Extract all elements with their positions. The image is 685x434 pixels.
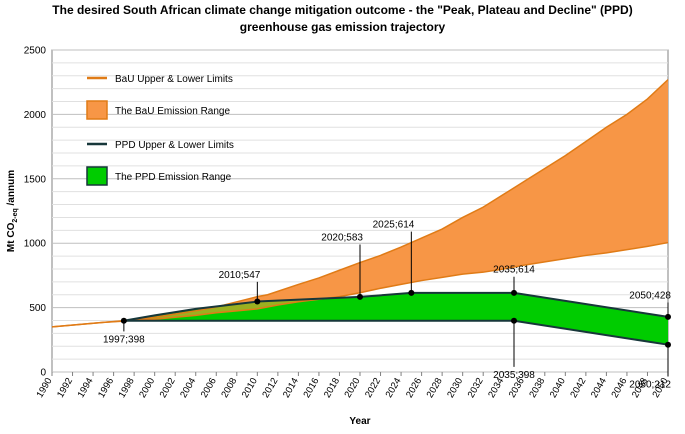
bau-range-area — [52, 79, 668, 327]
annotation-point — [254, 298, 261, 305]
annotation-label: 1997;398 — [103, 334, 145, 345]
x-tick-label: 2010 — [240, 376, 260, 400]
annotation-label: 2035;614 — [493, 265, 535, 276]
x-tick-label: 2008 — [219, 376, 239, 400]
annotation-point — [408, 289, 415, 296]
chart-title-line2: greenhouse gas emission trajectory — [239, 20, 446, 34]
legend-label: The BaU Emission Range — [115, 106, 230, 117]
ppd-range-area — [123, 292, 668, 345]
y-axis-label: Mt CO2-eq /annum — [6, 170, 19, 252]
x-tick-label: 2030 — [445, 376, 465, 400]
x-tick-label: 2026 — [404, 376, 424, 400]
annotation-label: 2050;212 — [629, 380, 671, 391]
y-tick-label: 1500 — [24, 174, 47, 185]
bau-upper-limit-line — [51, 79, 669, 328]
x-tick-label: 1992 — [55, 376, 75, 400]
y-tick-label: 2000 — [24, 110, 47, 121]
legend-label: The PPD Emission Range — [115, 172, 232, 183]
x-tick-label: 2020 — [343, 376, 363, 400]
legend: BaU Upper & Lower Limits The BaU Emission… — [86, 74, 234, 186]
x-tick-label: 1990 — [35, 376, 55, 400]
annotation-point — [511, 289, 517, 296]
x-axis-label: Year — [349, 416, 370, 427]
annotation-label: 2050;428 — [629, 290, 671, 301]
x-tick-label: 2012 — [260, 376, 280, 400]
bau-lower-limit-line — [51, 241, 669, 328]
x-tick-label: 2042 — [568, 376, 588, 400]
x-tick-label: 2022 — [363, 376, 383, 400]
x-tick-label: 1996 — [96, 376, 116, 400]
chart-title-line1: The desired South African climate change… — [52, 3, 633, 17]
x-tick-label: 1998 — [117, 376, 137, 400]
x-tick-label: 1994 — [76, 376, 96, 400]
x-tick-label: 2028 — [425, 376, 445, 400]
x-tick-label: 2032 — [466, 376, 486, 400]
annotation-point — [357, 293, 363, 300]
x-tick-label: 2004 — [178, 376, 198, 400]
legend-box-swatch — [86, 100, 108, 120]
y-axis-label-unit: /annum — [6, 170, 17, 208]
annotation-label: 2035;398 — [493, 370, 535, 381]
y-tick-label: 2500 — [24, 46, 47, 57]
annotation-point — [120, 317, 127, 324]
x-tick-label: 2000 — [137, 376, 157, 400]
bau-ppd-overlap-area — [129, 298, 325, 321]
x-tick-label: 2018 — [322, 376, 342, 400]
x-tick-label: 2040 — [548, 376, 568, 400]
y-axis-label-subscript: 2-eq — [12, 208, 19, 222]
legend-label: PPD Upper & Lower Limits — [115, 140, 234, 151]
y-tick-label: 500 — [29, 303, 46, 314]
annotation-point — [665, 341, 671, 348]
x-tick-label: 2044 — [589, 376, 609, 400]
legend-box-swatch — [86, 166, 108, 186]
x-tick-label: 2014 — [281, 376, 301, 400]
x-tick-label: 2016 — [301, 376, 321, 400]
x-tick-label: 2024 — [384, 376, 404, 400]
annotation-point — [665, 313, 671, 320]
y-tick-label: 0 — [40, 368, 46, 379]
x-tick-label: 2006 — [199, 376, 219, 400]
x-tick-label: 2002 — [158, 376, 178, 400]
legend-label: BaU Upper & Lower Limits — [115, 74, 233, 85]
annotation-point — [511, 317, 517, 324]
y-tick-label: 1000 — [24, 239, 47, 250]
y-axis-label-main: Mt CO — [6, 222, 17, 252]
ppd-upper-limit-line — [123, 291, 669, 322]
x-tick-label: 2046 — [609, 376, 629, 400]
annotation-label: 2025;614 — [373, 220, 415, 231]
annotation-label: 2020;583 — [321, 232, 363, 243]
annotation-label: 2010;547 — [219, 270, 261, 281]
